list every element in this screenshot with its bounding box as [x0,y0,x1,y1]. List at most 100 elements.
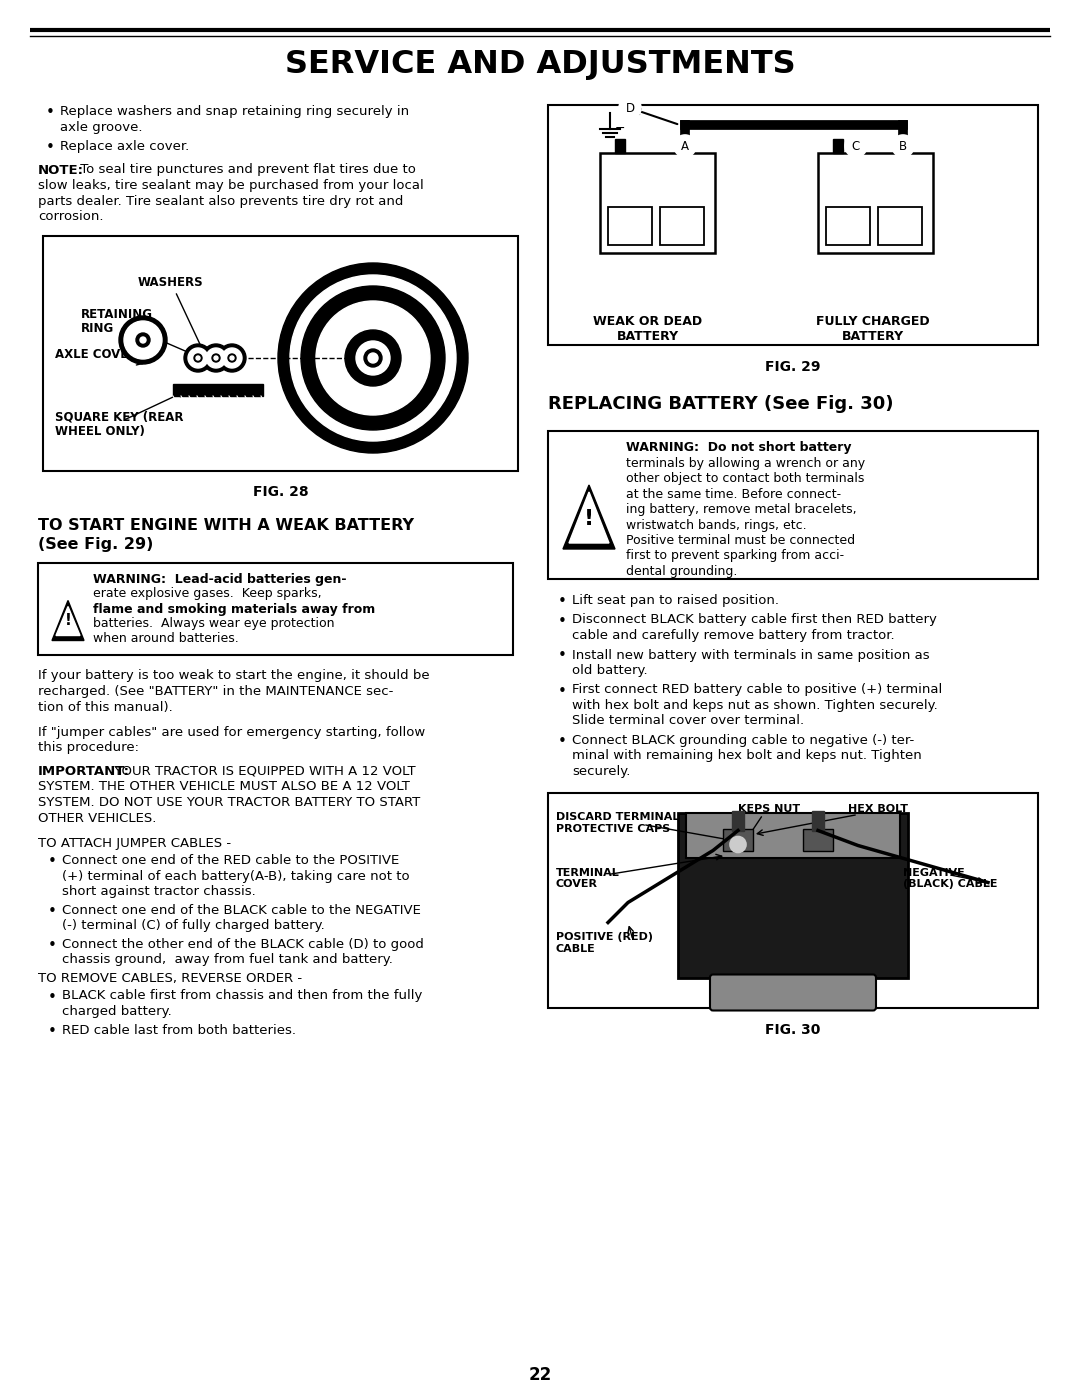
Text: SQUARE KEY (REAR
WHEEL ONLY): SQUARE KEY (REAR WHEEL ONLY) [55,411,184,439]
Text: !: ! [584,509,594,529]
Bar [804,828,833,851]
Text: at the same time. Before connect-: at the same time. Before connect- [626,488,841,500]
Text: DISCARD TERMINAL
PROTECTIVE CAPS: DISCARD TERMINAL PROTECTIVE CAPS [556,813,679,834]
Polygon shape [56,606,80,636]
Text: when around batteries.: when around batteries. [93,633,239,645]
Text: Connect BLACK grounding cable to negative (-) ter-: Connect BLACK grounding cable to negativ… [572,733,915,747]
Bar [812,810,824,830]
Text: WEAK OR DEAD
BATTERY: WEAK OR DEAD BATTERY [593,314,703,344]
Text: +: + [897,122,908,136]
Text: (See Fig. 29): (See Fig. 29) [38,536,153,552]
Circle shape [730,837,746,852]
Text: short against tractor chassis.: short against tractor chassis. [62,886,256,898]
Text: •: • [558,594,567,609]
Text: Replace axle cover.: Replace axle cover. [60,140,189,154]
Text: Positive terminal must be connected: Positive terminal must be connected [626,534,855,548]
Circle shape [316,300,430,415]
Text: FIG. 30: FIG. 30 [766,1023,821,1037]
Polygon shape [569,492,609,543]
Text: FIG. 28: FIG. 28 [253,486,308,500]
Text: Disconnect BLACK battery cable first then RED battery: Disconnect BLACK battery cable first the… [572,613,936,626]
Text: axle groove.: axle groove. [60,120,143,134]
Text: WARNING:  Lead-acid batteries gen-: WARNING: Lead-acid batteries gen- [93,573,347,585]
Text: securely.: securely. [572,766,631,778]
Text: TERMINAL
COVER: TERMINAL COVER [556,868,620,888]
Text: RETAINING
RING: RETAINING RING [81,307,202,359]
Text: RED cable last from both batteries.: RED cable last from both batteries. [62,1024,296,1037]
Text: 22: 22 [528,1366,552,1384]
Text: slow leaks, tire sealant may be purchased from your local: slow leaks, tire sealant may be purchase… [38,179,423,191]
Text: IMPORTANT:: IMPORTANT: [38,766,130,778]
Bar [43,236,518,471]
Circle shape [356,341,390,374]
Text: this procedure:: this procedure: [38,742,139,754]
Text: tion of this manual).: tion of this manual). [38,700,173,714]
Bar [826,207,870,244]
Polygon shape [563,485,615,549]
Text: AXLE COVER: AXLE COVER [55,348,143,365]
Circle shape [278,263,468,453]
Text: old battery.: old battery. [572,664,648,678]
Text: REPLACING BATTERY (See Fig. 30): REPLACING BATTERY (See Fig. 30) [548,395,893,414]
Text: terminals by allowing a wrench or any: terminals by allowing a wrench or any [626,457,865,469]
Text: (+) terminal of each battery(A-B), taking care not to: (+) terminal of each battery(A-B), takin… [62,870,409,883]
Text: corrosion.: corrosion. [38,210,104,224]
Text: SYSTEM. DO NOT USE YOUR TRACTOR BATTERY TO START: SYSTEM. DO NOT USE YOUR TRACTOR BATTERY … [38,796,420,809]
Circle shape [194,353,202,362]
Text: cable and carefully remove battery from tractor.: cable and carefully remove battery from … [572,629,894,643]
Circle shape [214,356,218,360]
Text: NEGATIVE
(BLACK) CABLE: NEGATIVE (BLACK) CABLE [903,868,998,888]
Bar [680,138,690,154]
Text: BLACK cable first from chassis and then from the fully: BLACK cable first from chassis and then … [62,989,422,1003]
Text: −: − [615,122,625,136]
Text: •: • [48,937,57,953]
Bar [732,810,744,830]
Bar [548,432,1038,578]
Text: ing battery, remove metal bracelets,: ing battery, remove metal bracelets, [626,503,856,515]
Circle shape [892,136,914,156]
Text: KEPS NUT: KEPS NUT [738,805,800,814]
Bar [678,813,908,978]
Text: erate explosive gases.  Keep sparks,: erate explosive gases. Keep sparks, [93,588,322,601]
Circle shape [222,348,242,367]
Text: other object to contact both terminals: other object to contact both terminals [626,472,864,485]
Text: batteries.  Always wear eye protection: batteries. Always wear eye protection [93,617,335,630]
Text: •: • [46,105,55,120]
Circle shape [188,348,208,367]
Text: First connect RED battery cable to positive (+) terminal: First connect RED battery cable to posit… [572,683,942,697]
Text: Lift seat pan to raised position.: Lift seat pan to raised position. [572,594,779,608]
Text: •: • [558,613,567,629]
Circle shape [140,337,146,344]
Circle shape [301,286,445,430]
Bar [608,207,652,244]
Text: •: • [48,989,57,1004]
Bar [173,384,264,395]
Text: POSITIVE (RED)
CABLE: POSITIVE (RED) CABLE [556,933,653,954]
Circle shape [136,332,150,346]
Text: wristwatch bands, rings, etc.: wristwatch bands, rings, etc. [626,518,807,531]
Bar [38,563,513,655]
Text: YOUR TRACTOR IS EQUIPPED WITH A 12 VOLT: YOUR TRACTOR IS EQUIPPED WITH A 12 VOLT [110,766,416,778]
Text: dental grounding.: dental grounding. [626,564,738,578]
Bar [660,207,704,244]
Polygon shape [52,601,84,640]
Text: TO START ENGINE WITH A WEAK BATTERY: TO START ENGINE WITH A WEAK BATTERY [38,518,414,534]
Text: Install new battery with terminals in same position as: Install new battery with terminals in sa… [572,648,930,662]
Text: FIG. 29: FIG. 29 [766,360,821,374]
Circle shape [206,348,226,367]
Text: WASHERS: WASHERS [138,275,212,367]
Text: D: D [625,102,635,115]
Text: −: − [833,122,843,136]
Circle shape [218,344,246,372]
Text: Replace washers and snap retaining ring securely in: Replace washers and snap retaining ring … [60,105,409,117]
Circle shape [212,353,220,362]
FancyBboxPatch shape [710,975,876,1010]
Bar [548,792,1038,1007]
Text: with hex bolt and keps nut as shown. Tighten securely.: with hex bolt and keps nut as shown. Tig… [572,698,937,712]
Text: WARNING:  Do not short battery: WARNING: Do not short battery [626,441,851,454]
Bar [818,154,933,253]
Text: NOTE:: NOTE: [38,163,84,176]
Circle shape [291,275,456,441]
Text: TO ATTACH JUMPER CABLES -: TO ATTACH JUMPER CABLES - [38,837,231,849]
Text: !: ! [65,613,71,629]
